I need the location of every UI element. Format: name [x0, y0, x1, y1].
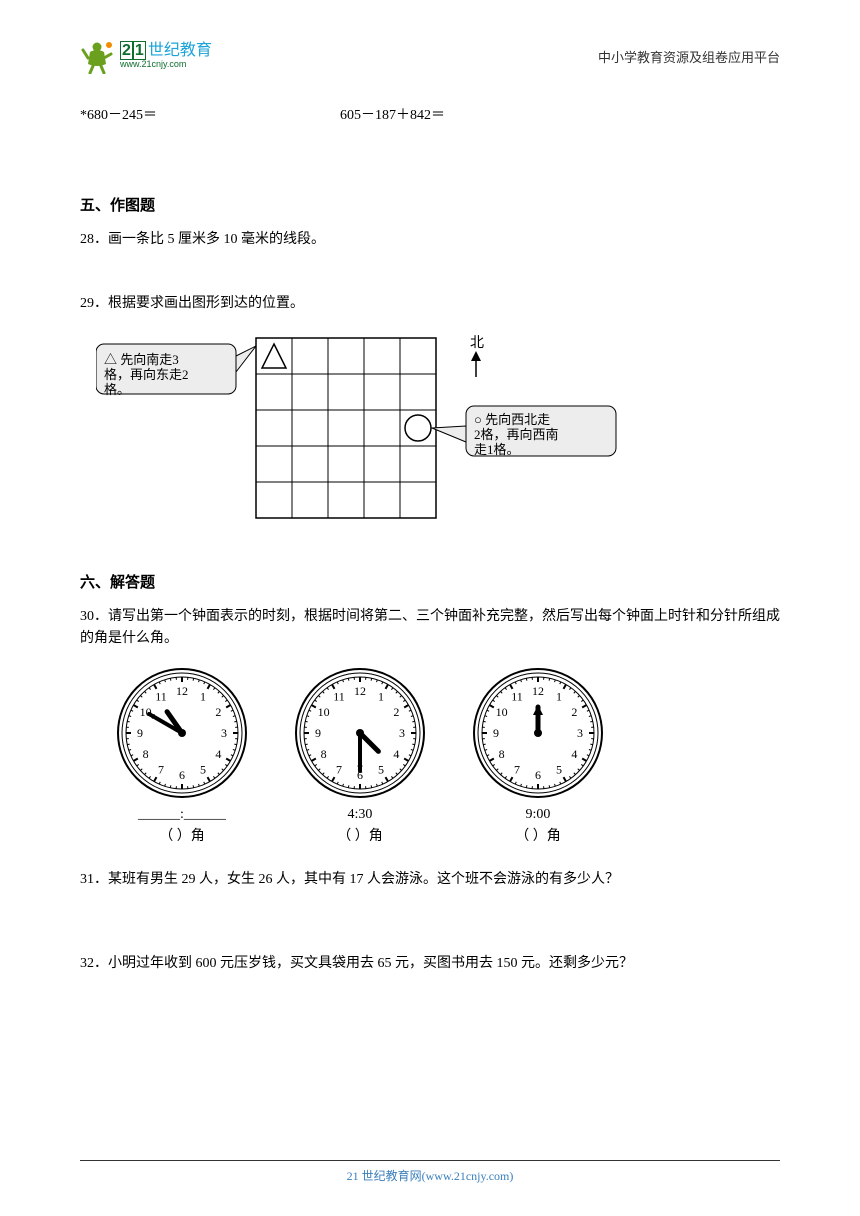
svg-text:11: 11	[511, 689, 523, 703]
svg-text:12: 12	[532, 684, 544, 698]
section-5-title: 五、作图题	[80, 194, 780, 215]
question-31: 31．某班有男生 29 人，女生 26 人，其中有 17 人会游泳。这个班不会游…	[80, 869, 780, 891]
svg-text:3: 3	[221, 726, 227, 740]
svg-text:9: 9	[493, 726, 499, 740]
svg-text:11: 11	[333, 689, 345, 703]
page-footer: 21 世纪教育网(www.21cnjy.com)	[80, 1160, 780, 1184]
header-right-text: 中小学教育资源及组卷应用平台	[598, 47, 780, 66]
clock-2-angle: （ ）角	[337, 825, 383, 845]
svg-text:2: 2	[571, 705, 577, 719]
svg-text:6: 6	[179, 768, 185, 782]
svg-text:8: 8	[499, 747, 505, 761]
svg-text:5: 5	[200, 762, 206, 776]
svg-text:5: 5	[378, 762, 384, 776]
svg-text:7: 7	[514, 762, 520, 776]
clocks-row: 123456789101112 ______:______ （ ）角 12345…	[116, 667, 780, 845]
svg-text:9: 9	[315, 726, 321, 740]
equation-2: 605－187＋842＝	[340, 104, 445, 124]
clock-1: 123456789101112 ______:______ （ ）角	[116, 667, 248, 845]
svg-text:7: 7	[336, 762, 342, 776]
question-32: 32．小明过年收到 600 元压岁钱，买文具袋用去 65 元，买图书用去 150…	[80, 953, 780, 975]
clock-2-time: 4:30	[348, 807, 373, 823]
svg-text:10: 10	[496, 705, 508, 719]
clock-3-angle: （ ）角	[515, 825, 561, 845]
clock-1-time: ______:______	[138, 807, 226, 823]
svg-text:2: 2	[215, 705, 221, 719]
clock-3-time: 9:00	[526, 807, 551, 823]
clock-1-angle: （ ）角	[159, 825, 205, 845]
svg-text:1: 1	[378, 689, 384, 703]
svg-text:12: 12	[354, 684, 366, 698]
svg-text:4: 4	[215, 747, 221, 761]
section-6-title: 六、解答题	[80, 571, 780, 592]
svg-text:12: 12	[176, 684, 188, 698]
svg-text:6: 6	[535, 768, 541, 782]
svg-text:3: 3	[577, 726, 583, 740]
svg-text:5: 5	[556, 762, 562, 776]
svg-text:4: 4	[571, 747, 577, 761]
svg-text:3: 3	[399, 726, 405, 740]
equation-row: *680－245＝ 605－187＋842＝	[80, 104, 780, 124]
svg-text:1: 1	[556, 689, 562, 703]
logo-url: www.21cnjy.com	[120, 60, 212, 70]
svg-text:8: 8	[143, 747, 149, 761]
logo: 21世纪教育 www.21cnjy.com	[80, 38, 212, 74]
question-28: 28．画一条比 5 厘米多 10 毫米的线段。	[80, 229, 780, 251]
svg-text:4: 4	[393, 747, 399, 761]
svg-text:7: 7	[158, 762, 164, 776]
logo-cn: 21世纪教育	[120, 42, 212, 60]
svg-text:10: 10	[318, 705, 330, 719]
svg-text:11: 11	[155, 689, 167, 703]
question-30: 30．请写出第一个钟面表示的时刻，根据时间将第二、三个钟面补充完整，然后写出每个…	[80, 606, 780, 651]
clock-2: 123456789101112 4:30 （ ）角	[294, 667, 426, 845]
svg-text:北: 北	[470, 335, 484, 351]
logo-21: 2	[120, 41, 133, 60]
logo-icon	[80, 38, 114, 74]
clock-3: 123456789101112 9:00 （ ）角	[472, 667, 604, 845]
question-29: 29．根据要求画出图形到达的位置。	[80, 293, 780, 315]
svg-text:2: 2	[393, 705, 399, 719]
diagram-29: △ 先向南走3格，再向东走2格。北○ 先向西北走2格，再向西南走1格。	[96, 328, 780, 543]
svg-text:1: 1	[200, 689, 206, 703]
equation-1: *680－245＝	[80, 104, 340, 124]
svg-text:8: 8	[321, 747, 327, 761]
svg-text:9: 9	[137, 726, 143, 740]
svg-text:10: 10	[140, 705, 152, 719]
page-header: 21世纪教育 www.21cnjy.com 中小学教育资源及组卷应用平台	[80, 38, 780, 74]
